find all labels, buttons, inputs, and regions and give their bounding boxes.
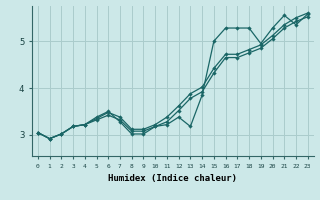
X-axis label: Humidex (Indice chaleur): Humidex (Indice chaleur) xyxy=(108,174,237,183)
